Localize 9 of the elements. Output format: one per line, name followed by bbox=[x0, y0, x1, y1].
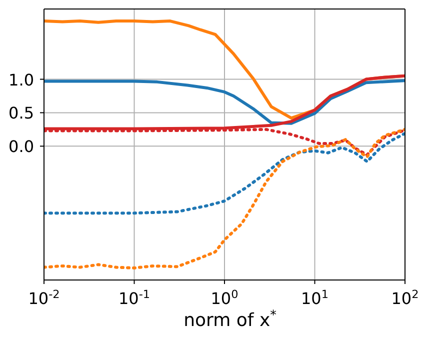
x-tick-label: 10$^{-1}$ bbox=[118, 288, 150, 308]
y-tick-label: 1.0 bbox=[8, 70, 34, 90]
x-axis-title: norm of x$^{*}$ bbox=[184, 306, 276, 331]
x-tick-label: 10$^{-2}$ bbox=[28, 288, 60, 308]
x-tick-label: 10$^{0}$ bbox=[210, 288, 238, 308]
x-tick-label: 10$^{1}$ bbox=[301, 288, 328, 308]
x-tick-label: 10$^{2}$ bbox=[391, 288, 419, 308]
y-tick-label: 0.0 bbox=[8, 137, 34, 156]
y-tick-label: 0.5 bbox=[8, 104, 34, 123]
